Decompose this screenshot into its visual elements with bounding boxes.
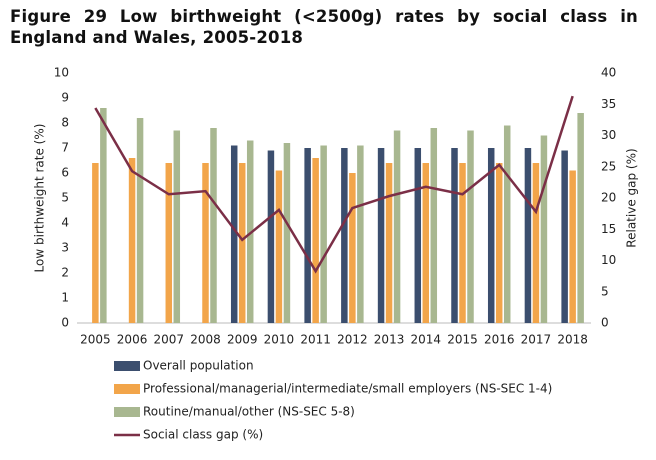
bar (540, 135, 548, 323)
bar (267, 150, 275, 323)
bar (210, 128, 217, 323)
x-tick-label: 2009 (227, 333, 258, 347)
y2-axis-label: Relative gap (%) (625, 148, 639, 247)
y2-tick-label: 15 (601, 222, 616, 236)
bar (100, 108, 107, 323)
y2-tick-label: 35 (601, 97, 616, 111)
bar (495, 163, 503, 323)
legend-label: Routine/manual/other (NS-SEC 5-8) (143, 405, 355, 419)
x-tick-label: 2018 (557, 333, 588, 347)
y-tick-label: 1 (61, 291, 69, 305)
y2-tick-label: 25 (601, 159, 616, 173)
bar (341, 148, 348, 323)
y-tick-label: 8 (61, 116, 69, 130)
x-tick-label: 2006 (117, 333, 148, 347)
bar (275, 170, 283, 323)
bar (487, 148, 495, 323)
x-tick-label: 2016 (484, 333, 515, 347)
y2-tick-label: 30 (601, 128, 616, 142)
bar (459, 163, 466, 323)
bar (165, 163, 173, 323)
bar (377, 148, 385, 323)
x-tick-label: 2011 (300, 333, 331, 347)
bar (393, 130, 401, 323)
bar (385, 163, 393, 323)
bar (524, 148, 532, 323)
bar (173, 130, 181, 323)
x-tick-label: 2014 (411, 333, 442, 347)
y2-tick-label: 5 (601, 284, 609, 298)
x-tick-label: 2005 (80, 333, 111, 347)
x-tick-label: 2017 (521, 333, 552, 347)
bar (503, 125, 511, 323)
x-tick-label: 2008 (190, 333, 221, 347)
bar (532, 163, 540, 323)
bar (357, 145, 364, 323)
bar (467, 130, 474, 323)
bar (561, 150, 568, 323)
bar (238, 163, 246, 323)
y-tick-label: 4 (61, 216, 69, 230)
bar (451, 148, 458, 323)
legend-label: Social class gap (%) (143, 428, 263, 442)
y-tick-label: 9 (61, 91, 69, 105)
y2-tick-label: 10 (601, 253, 616, 267)
y-tick-label: 6 (61, 166, 69, 180)
bar (202, 163, 209, 323)
bar (577, 113, 584, 323)
bar (320, 145, 327, 323)
y-tick-label: 3 (61, 241, 69, 255)
y-tick-label: 2 (61, 266, 69, 280)
bar (128, 158, 136, 323)
y-tick-label: 5 (61, 191, 69, 205)
y2-tick-label: 20 (601, 191, 616, 205)
x-tick-label: 2007 (154, 333, 185, 347)
y2-tick-label: 0 (601, 316, 609, 330)
chart-title: Figure 29 Low birthweight (<2500g) rates… (10, 7, 638, 47)
legend-marker (114, 361, 140, 371)
bar (312, 158, 319, 323)
legend-marker (114, 384, 140, 394)
x-tick-label: 2012 (337, 333, 368, 347)
y-tick-label: 7 (61, 141, 69, 155)
bar (283, 143, 291, 323)
y-tick-label: 0 (61, 316, 69, 330)
y-tick-label: 10 (54, 66, 69, 80)
bar (349, 173, 356, 323)
y-axis-label: Low birthweight rate (%) (33, 124, 47, 273)
bar (569, 170, 576, 323)
legend-marker (114, 407, 140, 417)
bar (92, 163, 99, 323)
bar (414, 148, 422, 323)
x-tick-label: 2013 (374, 333, 405, 347)
bar (230, 145, 238, 323)
legend-label: Professional/managerial/intermediate/sma… (143, 382, 552, 396)
y2-tick-label: 40 (601, 66, 616, 80)
bar (430, 128, 438, 323)
bar (422, 163, 430, 323)
bar (304, 148, 311, 323)
x-tick-label: 2010 (264, 333, 295, 347)
legend-label: Overall population (143, 359, 254, 373)
line (94, 95, 574, 274)
bar (136, 118, 144, 323)
x-tick-label: 2015 (447, 333, 478, 347)
